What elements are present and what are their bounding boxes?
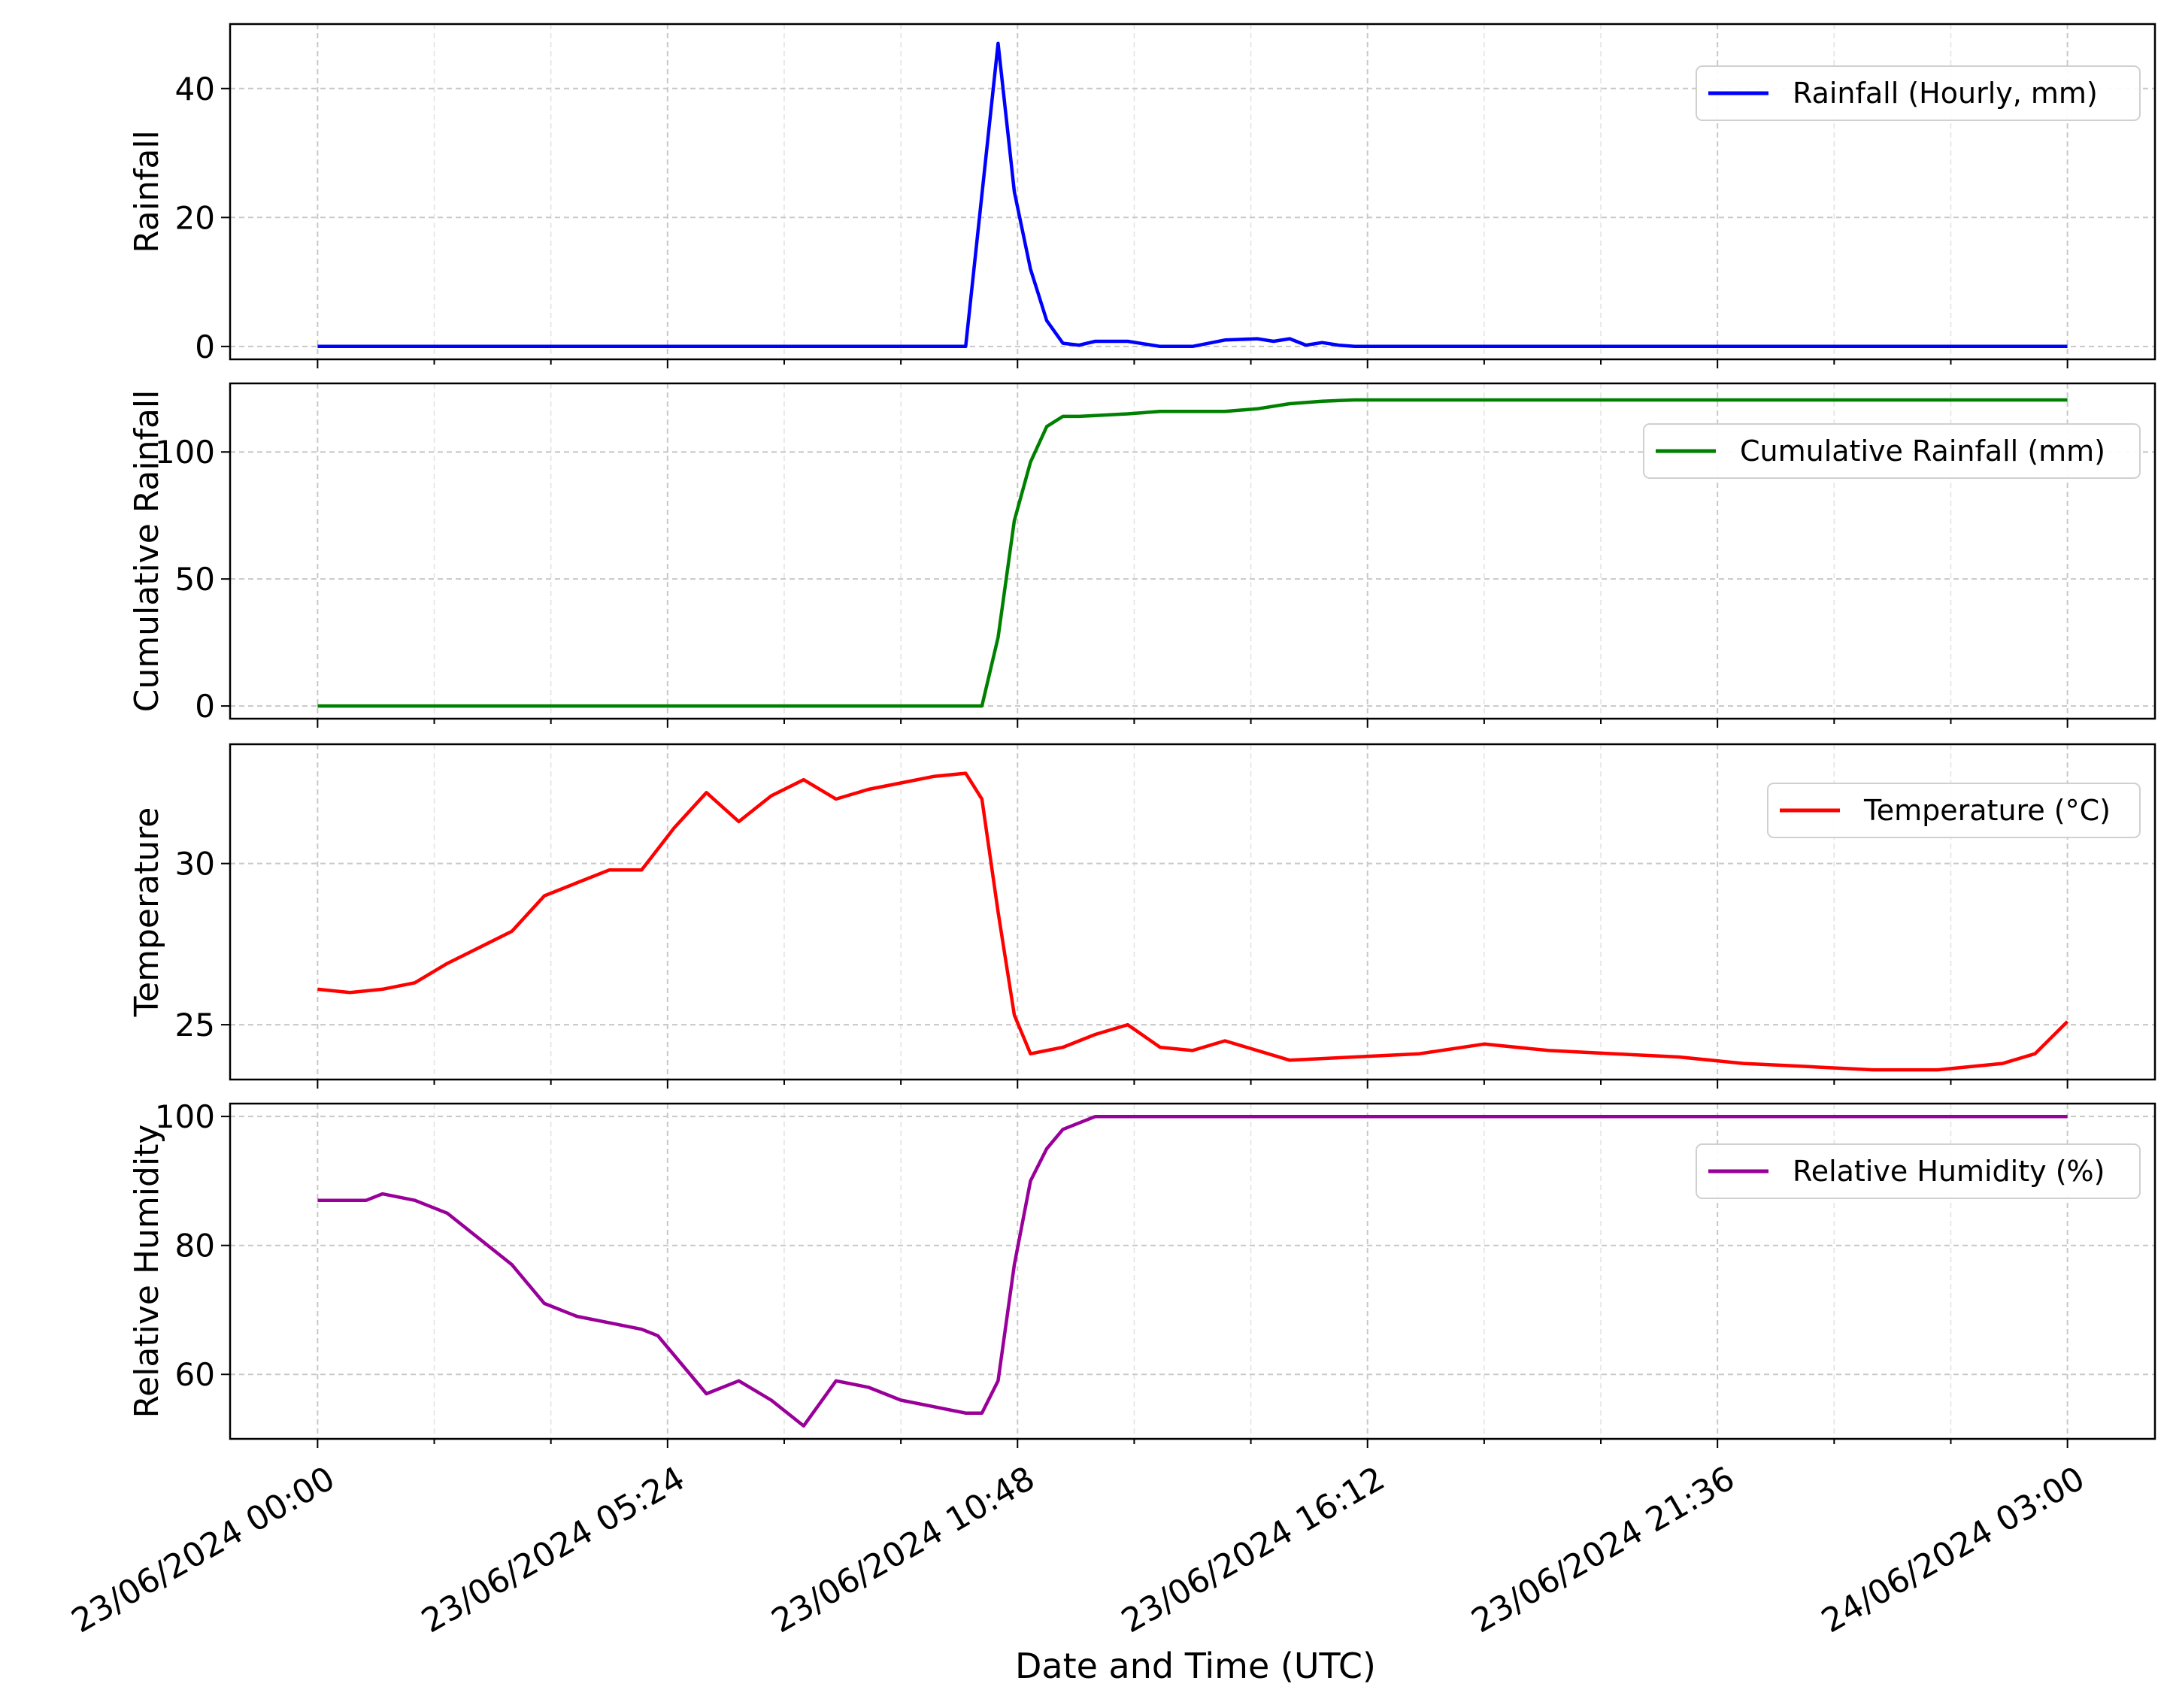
legend: Rainfall (Hourly, mm) bbox=[1696, 65, 2141, 121]
y-tick-label: 100 bbox=[155, 1098, 215, 1135]
series-line bbox=[317, 398, 2068, 708]
legend: Temperature (°C) bbox=[1767, 783, 2141, 838]
y-tick-label: 60 bbox=[175, 1356, 215, 1393]
y-tick-label: 80 bbox=[175, 1228, 215, 1264]
series-line bbox=[317, 771, 2069, 1072]
series-line bbox=[317, 41, 2068, 349]
axes-frame bbox=[229, 743, 2156, 1081]
x-tick-label: 23/06/2024 10:48 bbox=[765, 1459, 1041, 1640]
x-tick-label: 23/06/2024 00:00 bbox=[65, 1459, 341, 1640]
y-axis-label: Temperature bbox=[128, 807, 166, 1018]
y-axis-label: Rainfall bbox=[128, 130, 166, 253]
y-tick-label: 30 bbox=[175, 846, 215, 883]
x-tick-label: 24/06/2024 03:00 bbox=[1815, 1459, 2091, 1640]
x-axis-label: Date and Time (UTC) bbox=[1015, 1646, 1376, 1686]
legend: Relative Humidity (%) bbox=[1696, 1143, 2141, 1199]
legend-box bbox=[1767, 783, 2141, 838]
y-tick-label: 20 bbox=[175, 199, 215, 236]
y-tick-label: 100 bbox=[155, 434, 215, 471]
axes-frame bbox=[229, 23, 2156, 361]
legend-box bbox=[1643, 423, 2141, 479]
x-tick-label: 23/06/2024 21:36 bbox=[1465, 1459, 1741, 1640]
legend-label: Cumulative Rainfall (mm) bbox=[1740, 435, 2105, 468]
legend-label: Rainfall (Hourly, mm) bbox=[1793, 77, 2098, 110]
legend-label: Relative Humidity (%) bbox=[1793, 1155, 2105, 1188]
legend-label: Temperature (°C) bbox=[1863, 794, 2111, 827]
legend-box bbox=[1696, 65, 2141, 121]
x-tick-label: 23/06/2024 05:24 bbox=[415, 1459, 691, 1640]
y-tick-label: 25 bbox=[175, 1007, 215, 1043]
y-tick-label: 0 bbox=[195, 688, 215, 725]
legend: Cumulative Rainfall (mm) bbox=[1643, 423, 2141, 479]
y-tick-label: 50 bbox=[175, 561, 215, 598]
y-axis-label: Cumulative Rainfall bbox=[128, 390, 166, 713]
axes-frame bbox=[229, 382, 2156, 720]
y-axis-label: Relative Humidity bbox=[128, 1125, 166, 1419]
x-axis-ticks: 23/06/2024 00:00 23/06/2024 05:24 23/06/20… bbox=[65, 1459, 2091, 1640]
x-tick-label: 23/06/2024 16:12 bbox=[1115, 1459, 1391, 1640]
y-tick-label: 0 bbox=[195, 329, 215, 365]
series-line bbox=[317, 1114, 2068, 1428]
y-tick-label: 40 bbox=[175, 71, 215, 108]
legend-box bbox=[1696, 1143, 2141, 1199]
axes-frame bbox=[229, 1102, 2156, 1440]
